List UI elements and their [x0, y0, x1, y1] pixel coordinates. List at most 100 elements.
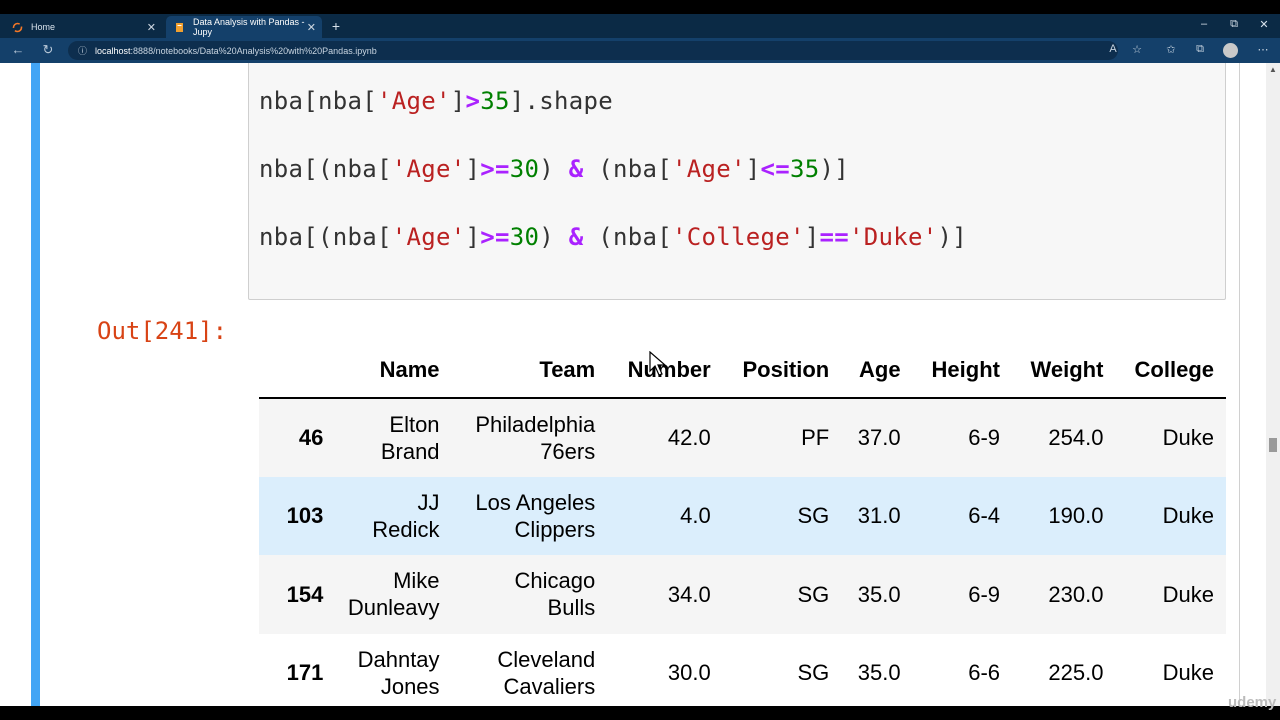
- notebook-content: nba[nba['Age']>35].shape nba[(nba['Age']…: [0, 63, 1280, 706]
- cell-weight: 225.0: [1048, 660, 1104, 686]
- code-token: (nba[: [583, 155, 672, 183]
- close-tab-icon[interactable]: ✕: [146, 21, 156, 34]
- more-icon[interactable]: ⋯: [1257, 44, 1269, 56]
- cell-age: 37.0: [857, 425, 901, 451]
- tab-home-label: Home: [31, 22, 56, 32]
- cell-index: 171: [286, 660, 324, 686]
- tab-bar: Home ✕ Data Analysis with Pandas - Jupy …: [0, 14, 1280, 38]
- code-token: ==: [819, 223, 849, 251]
- code-token: >: [465, 87, 481, 115]
- table-row: 154 Mike Dunleavy Chicago Bulls 34.0 SG 35.0 6-9…: [259, 555, 1226, 634]
- favorite-add-icon[interactable]: ☆: [1132, 44, 1142, 56]
- browser-window: Home ✕ Data Analysis with Pandas - Jupy …: [0, 14, 1280, 706]
- column-header-height: Height: [931, 357, 1000, 382]
- avatar[interactable]: [1223, 43, 1238, 58]
- cell-weight: 254.0: [1048, 425, 1104, 451]
- cell-name: Dahntay Jones: [357, 646, 440, 699]
- cell-age: 35.0: [857, 581, 901, 607]
- cell-name: Mike Dunleavy: [347, 568, 440, 621]
- cell-team: Chicago Bulls: [514, 568, 596, 621]
- cell-index: 154: [286, 581, 324, 607]
- code-token: 'Age': [672, 155, 746, 183]
- url-path: :8888/notebooks/Data%20Analysis%20with%2…: [130, 45, 377, 56]
- cell-height: 6-6: [968, 660, 1000, 686]
- code-token: 'Age': [391, 223, 466, 251]
- code-cell-input[interactable]: nba[nba['Age']>35].shape nba[(nba['Age']…: [248, 63, 1226, 300]
- cell-number: 42.0: [667, 425, 711, 451]
- collections-icon[interactable]: ⧉: [1196, 43, 1204, 55]
- cell-team: Philadelphia 76ers: [475, 411, 596, 464]
- column-header-name: Name: [379, 357, 440, 382]
- cell-selection-bar: [31, 63, 40, 706]
- url-host: localhost: [95, 45, 131, 56]
- info-icon: ⓘ: [78, 46, 88, 56]
- cell-position: PF: [801, 425, 830, 451]
- new-tab-button[interactable]: +: [331, 18, 341, 34]
- cell-weight: 230.0: [1048, 581, 1104, 607]
- table-row: 171 Dahntay Jones Cleveland Cavaliers 30.0 SG 3…: [259, 634, 1226, 707]
- cell-age: 35.0: [857, 660, 901, 686]
- cell-number: 4.0: [680, 503, 711, 529]
- watermark: udemy: [1228, 694, 1277, 711]
- favorites-icon[interactable]: ✩: [1166, 44, 1176, 56]
- close-tab-icon[interactable]: ✕: [306, 21, 316, 34]
- code-token: nba[(nba[: [259, 223, 392, 251]
- minimize-button[interactable]: –: [1200, 18, 1208, 30]
- tab-home[interactable]: Home ✕: [4, 16, 162, 38]
- table-row: 46 Elton Brand Philadelphia 76ers 42.0 PF 37.0 6…: [259, 398, 1226, 477]
- mouse-cursor-icon: [649, 351, 667, 376]
- read-aloud-icon[interactable]: A: [1109, 43, 1117, 55]
- code-token: 'Age': [391, 155, 466, 183]
- url-field[interactable]: ⓘ localhost :8888/notebooks/Data%20Analy…: [68, 41, 1118, 60]
- code-token: <=: [760, 155, 790, 183]
- cell-team: Los Angeles Clippers: [475, 489, 596, 542]
- code-token: 'Duke': [849, 223, 938, 251]
- cell-age: 31.0: [857, 503, 901, 529]
- code-token: 35: [790, 155, 820, 183]
- address-bar: ← ↻ ⓘ localhost :8888/notebooks/Data%20A…: [0, 38, 1280, 63]
- code-token: ]: [804, 223, 820, 251]
- dataframe-table: Name Team Number Position Age Height Wei…: [259, 343, 1226, 706]
- code-token: 35: [480, 87, 510, 115]
- code-token: &: [568, 223, 584, 251]
- table-header-row: Name Team Number Position Age Height Wei…: [259, 343, 1226, 398]
- code-token: )]: [937, 223, 967, 251]
- index-header: [259, 343, 335, 398]
- cell-height: 6-9: [968, 425, 1000, 451]
- cell-college: Duke: [1162, 425, 1214, 451]
- column-header-team: Team: [539, 357, 596, 382]
- column-header-age: Age: [859, 357, 901, 382]
- cell-team: Cleveland Cavaliers: [497, 646, 596, 699]
- cell-position: SG: [797, 660, 830, 686]
- cell-number: 30.0: [667, 660, 711, 686]
- close-window-button[interactable]: ✕: [1259, 19, 1269, 31]
- back-icon[interactable]: ←: [11, 42, 25, 57]
- code-line-1: nba[nba['Age']>35].shape: [259, 87, 613, 115]
- code-token: nba[(nba[: [259, 155, 392, 183]
- column-header-college: College: [1134, 357, 1214, 382]
- column-header-weight: Weight: [1030, 357, 1104, 382]
- cell-index: 46: [298, 425, 324, 451]
- cell-height: 6-4: [968, 503, 1000, 529]
- cell-border: [40, 63, 1240, 706]
- cell-name: Elton Brand: [380, 411, 440, 464]
- refresh-icon[interactable]: ↻: [42, 42, 54, 57]
- vertical-scrollbar[interactable]: [1266, 63, 1280, 706]
- scroll-up-icon[interactable]: ▲: [1269, 65, 1277, 74]
- scrollbar-thumb[interactable]: [1269, 438, 1277, 452]
- code-token: nba[nba[: [259, 87, 377, 115]
- cell-position: SG: [797, 503, 830, 529]
- restore-button[interactable]: ⧉: [1230, 18, 1238, 30]
- cell-college: Duke: [1162, 660, 1214, 686]
- cell-weight: 190.0: [1048, 503, 1104, 529]
- tab-notebook[interactable]: Data Analysis with Pandas - Jupy ✕: [166, 16, 322, 38]
- tab-notebook-label: Data Analysis with Pandas - Jupy: [193, 17, 305, 37]
- output-prompt: Out[241]:: [97, 317, 228, 345]
- cell-index: 103: [286, 503, 324, 529]
- table-body: 46 Elton Brand Philadelphia 76ers 42.0 PF 37.0 6…: [259, 398, 1226, 706]
- cell-name: JJ Redick: [372, 489, 440, 542]
- code-token: ): [539, 155, 569, 183]
- code-token: )]: [819, 155, 849, 183]
- code-token: ): [539, 223, 569, 251]
- code-token: 'Age': [377, 87, 451, 115]
